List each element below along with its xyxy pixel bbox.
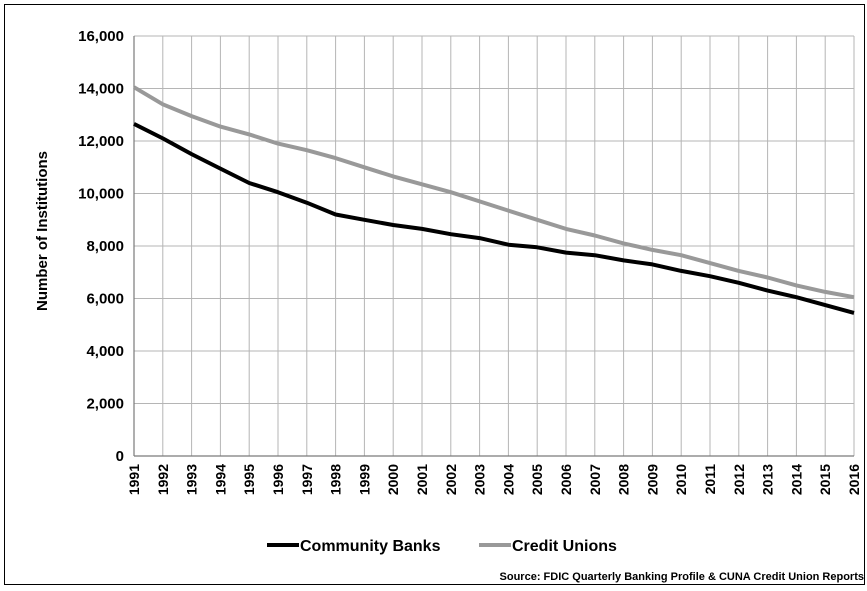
x-tick-label: 2004 xyxy=(500,464,516,495)
y-tick-label: 8,000 xyxy=(86,238,124,255)
series-line-community-banks xyxy=(133,122,855,315)
x-tick-label: 1991 xyxy=(126,464,142,495)
y-tick-labels: 0 2,000 4,000 6,000 8,000 10,000 12,000 14,000 1… xyxy=(78,28,124,465)
x-tick-label: 2012 xyxy=(731,464,747,495)
x-tick-label: 2000 xyxy=(385,464,401,495)
x-tick-label: 2007 xyxy=(587,464,603,495)
x-tick-label: 2015 xyxy=(817,464,833,495)
legend-label: Credit Unions xyxy=(512,538,617,555)
x-tick-label: 1992 xyxy=(155,464,171,495)
y-tick-label: 6,000 xyxy=(86,291,124,308)
x-tick-label: 2011 xyxy=(702,464,718,495)
y-tick-label: 2,000 xyxy=(86,396,124,413)
x-tick-label: 2016 xyxy=(846,464,862,495)
y-tick-label: 0 xyxy=(116,448,124,465)
x-tick-label: 1994 xyxy=(212,464,228,495)
x-tick-label: 1998 xyxy=(328,464,344,495)
line-chart: 0 2,000 4,000 6,000 8,000 10,000 12,000 14,000 1… xyxy=(34,28,864,583)
y-tick-label: 4,000 xyxy=(86,343,124,360)
x-tick-label: 2010 xyxy=(673,464,689,495)
x-tick-label: 2006 xyxy=(558,464,574,495)
series-line-credit-unions xyxy=(132,85,855,300)
x-tick-label: 2014 xyxy=(788,464,804,495)
x-tick-label: 2001 xyxy=(414,464,430,495)
y-tick-label: 16,000 xyxy=(78,28,124,45)
x-tick-label: 2013 xyxy=(760,464,776,495)
x-tick-label: 2009 xyxy=(644,464,660,495)
y-tick-label: 12,000 xyxy=(78,133,124,150)
y-axis-label: Number of Institutions xyxy=(34,151,51,311)
y-tick-label: 14,000 xyxy=(78,81,124,98)
x-tick-label: 2002 xyxy=(443,464,459,495)
x-tick-label: 1993 xyxy=(184,464,200,495)
series-layer xyxy=(132,85,855,315)
x-tick-label: 1995 xyxy=(241,464,257,495)
y-tick-label: 10,000 xyxy=(78,186,124,203)
legend: Community Banks Credit Unions xyxy=(267,538,617,555)
x-tick-labels: 1991 1992 1993 1994 1995 1996 1997 1998 1999 2000… xyxy=(126,464,862,495)
x-tick-label: 1999 xyxy=(356,464,372,495)
legend-label: Community Banks xyxy=(300,538,441,555)
x-tick-label: 1997 xyxy=(299,464,315,495)
grid-lines xyxy=(133,35,855,457)
x-tick-label: 1996 xyxy=(270,464,286,495)
x-tick-label: 2008 xyxy=(616,464,632,495)
chart-frame: 0 2,000 4,000 6,000 8,000 10,000 12,000 14,000 1… xyxy=(4,4,865,585)
x-tick-label: 2005 xyxy=(529,464,545,495)
source-note: Source: FDIC Quarterly Banking Profile &… xyxy=(500,571,864,583)
x-tick-label: 2003 xyxy=(472,464,488,495)
